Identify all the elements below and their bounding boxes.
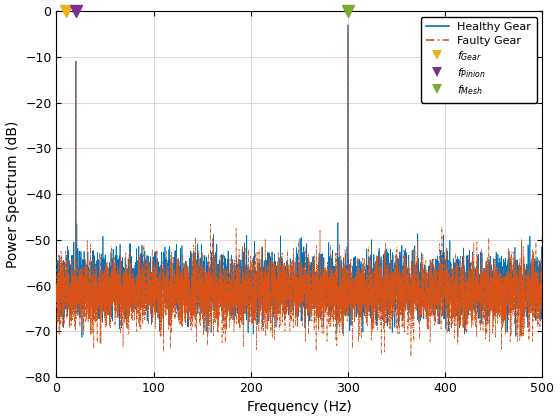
Y-axis label: Power Spectrum (dB): Power Spectrum (dB) [6, 121, 20, 268]
X-axis label: Frequency (Hz): Frequency (Hz) [247, 400, 352, 415]
Legend: Healthy Gear, Faulty Gear, $f_{Gear}$, $f_{Pinion}$, $f_{Mesh}$: Healthy Gear, Faulty Gear, $f_{Gear}$, $… [421, 17, 537, 102]
